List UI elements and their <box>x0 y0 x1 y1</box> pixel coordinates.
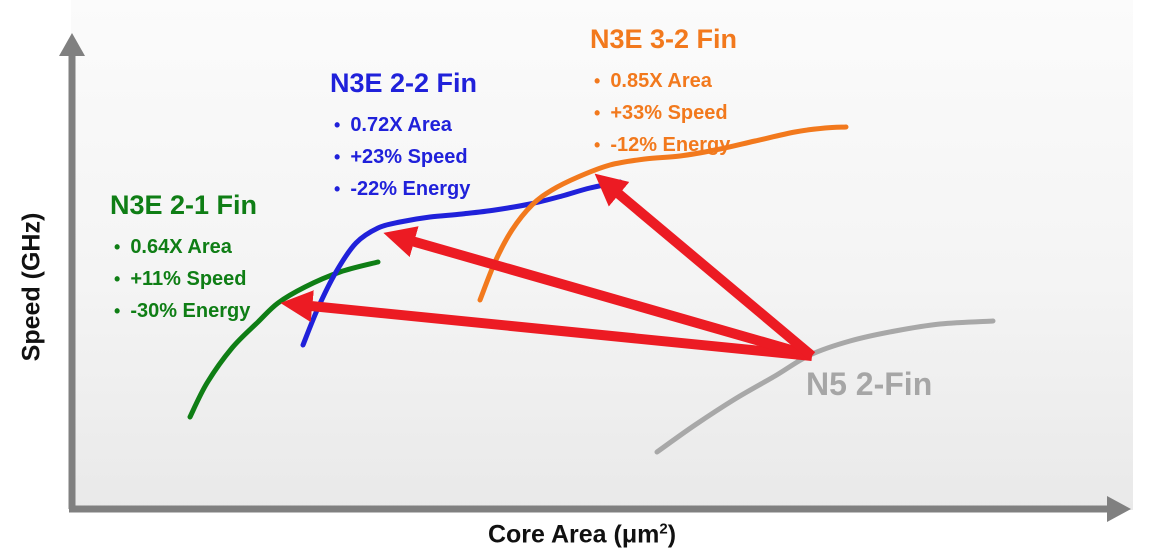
series-label-n3e-3-2-fin: N3E 3-2 Fin • 0.85X Area • +33% Speed • -12… <box>590 24 737 161</box>
x-axis-arrowhead-icon <box>1107 496 1131 522</box>
y-axis-arrowhead-icon <box>59 33 85 56</box>
bullet-icon: • <box>594 135 601 155</box>
bullet-icon: • <box>594 71 601 91</box>
stat-speed: • +11% Speed <box>114 263 257 295</box>
bullet-icon: • <box>114 269 121 289</box>
improvement-arrows-group <box>280 173 816 361</box>
series-title: N3E 3-2 Fin <box>590 24 738 54</box>
stat-area: • 0.64X Area <box>114 231 257 263</box>
series-stats-list: • 0.64X Area • +11% Speed • -30% Energy <box>114 231 257 327</box>
series-label-n3e-2-1-fin: N3E 2-1 Fin • 0.64X Area • +11% Speed • -30… <box>110 190 257 327</box>
series-stats-list: • 0.85X Area • +33% Speed • -12% Energy <box>594 65 737 161</box>
improvement-arrow-2 <box>383 226 814 361</box>
bullet-icon: • <box>334 179 341 199</box>
series-label-n5-2-fin: N5 2-Fin <box>806 366 933 402</box>
bullet-icon: • <box>114 301 121 321</box>
plot-background <box>71 0 1133 510</box>
stat-speed: • +33% Speed <box>594 97 737 129</box>
x-axis-label-superscript: 2 <box>659 520 668 538</box>
series-stats-list: • 0.72X Area • +23% Speed • -22% Energy <box>334 109 477 205</box>
stat-energy: • -12% Energy <box>594 129 737 161</box>
curve-n3e-2-2-fin <box>300 179 623 348</box>
bullet-icon: • <box>334 115 341 135</box>
curve-n3e-3-2-fin <box>477 124 849 303</box>
stat-energy: • -22% Energy <box>334 173 477 205</box>
series-label-n3e-2-2-fin: N3E 2-2 Fin • 0.72X Area • +23% Speed • -22… <box>330 68 477 205</box>
axes <box>59 33 1131 522</box>
bullet-icon: • <box>334 147 341 167</box>
stat-area: • 0.72X Area <box>334 109 477 141</box>
bullet-icon: • <box>594 103 601 123</box>
series-title: N3E 2-1 Fin <box>110 190 258 220</box>
series-title: N3E 2-2 Fin <box>330 68 478 98</box>
stat-area: • 0.85X Area <box>594 65 737 97</box>
y-axis-label: Speed (GHz) <box>17 212 46 362</box>
improvement-arrow-1 <box>280 290 813 361</box>
x-axis-label: Core Area (μm2) <box>487 520 677 549</box>
improvement-arrow-3 <box>594 173 816 360</box>
stat-energy: • -30% Energy <box>114 295 257 327</box>
bullet-icon: • <box>114 237 121 257</box>
stat-speed: • +23% Speed <box>334 141 477 173</box>
